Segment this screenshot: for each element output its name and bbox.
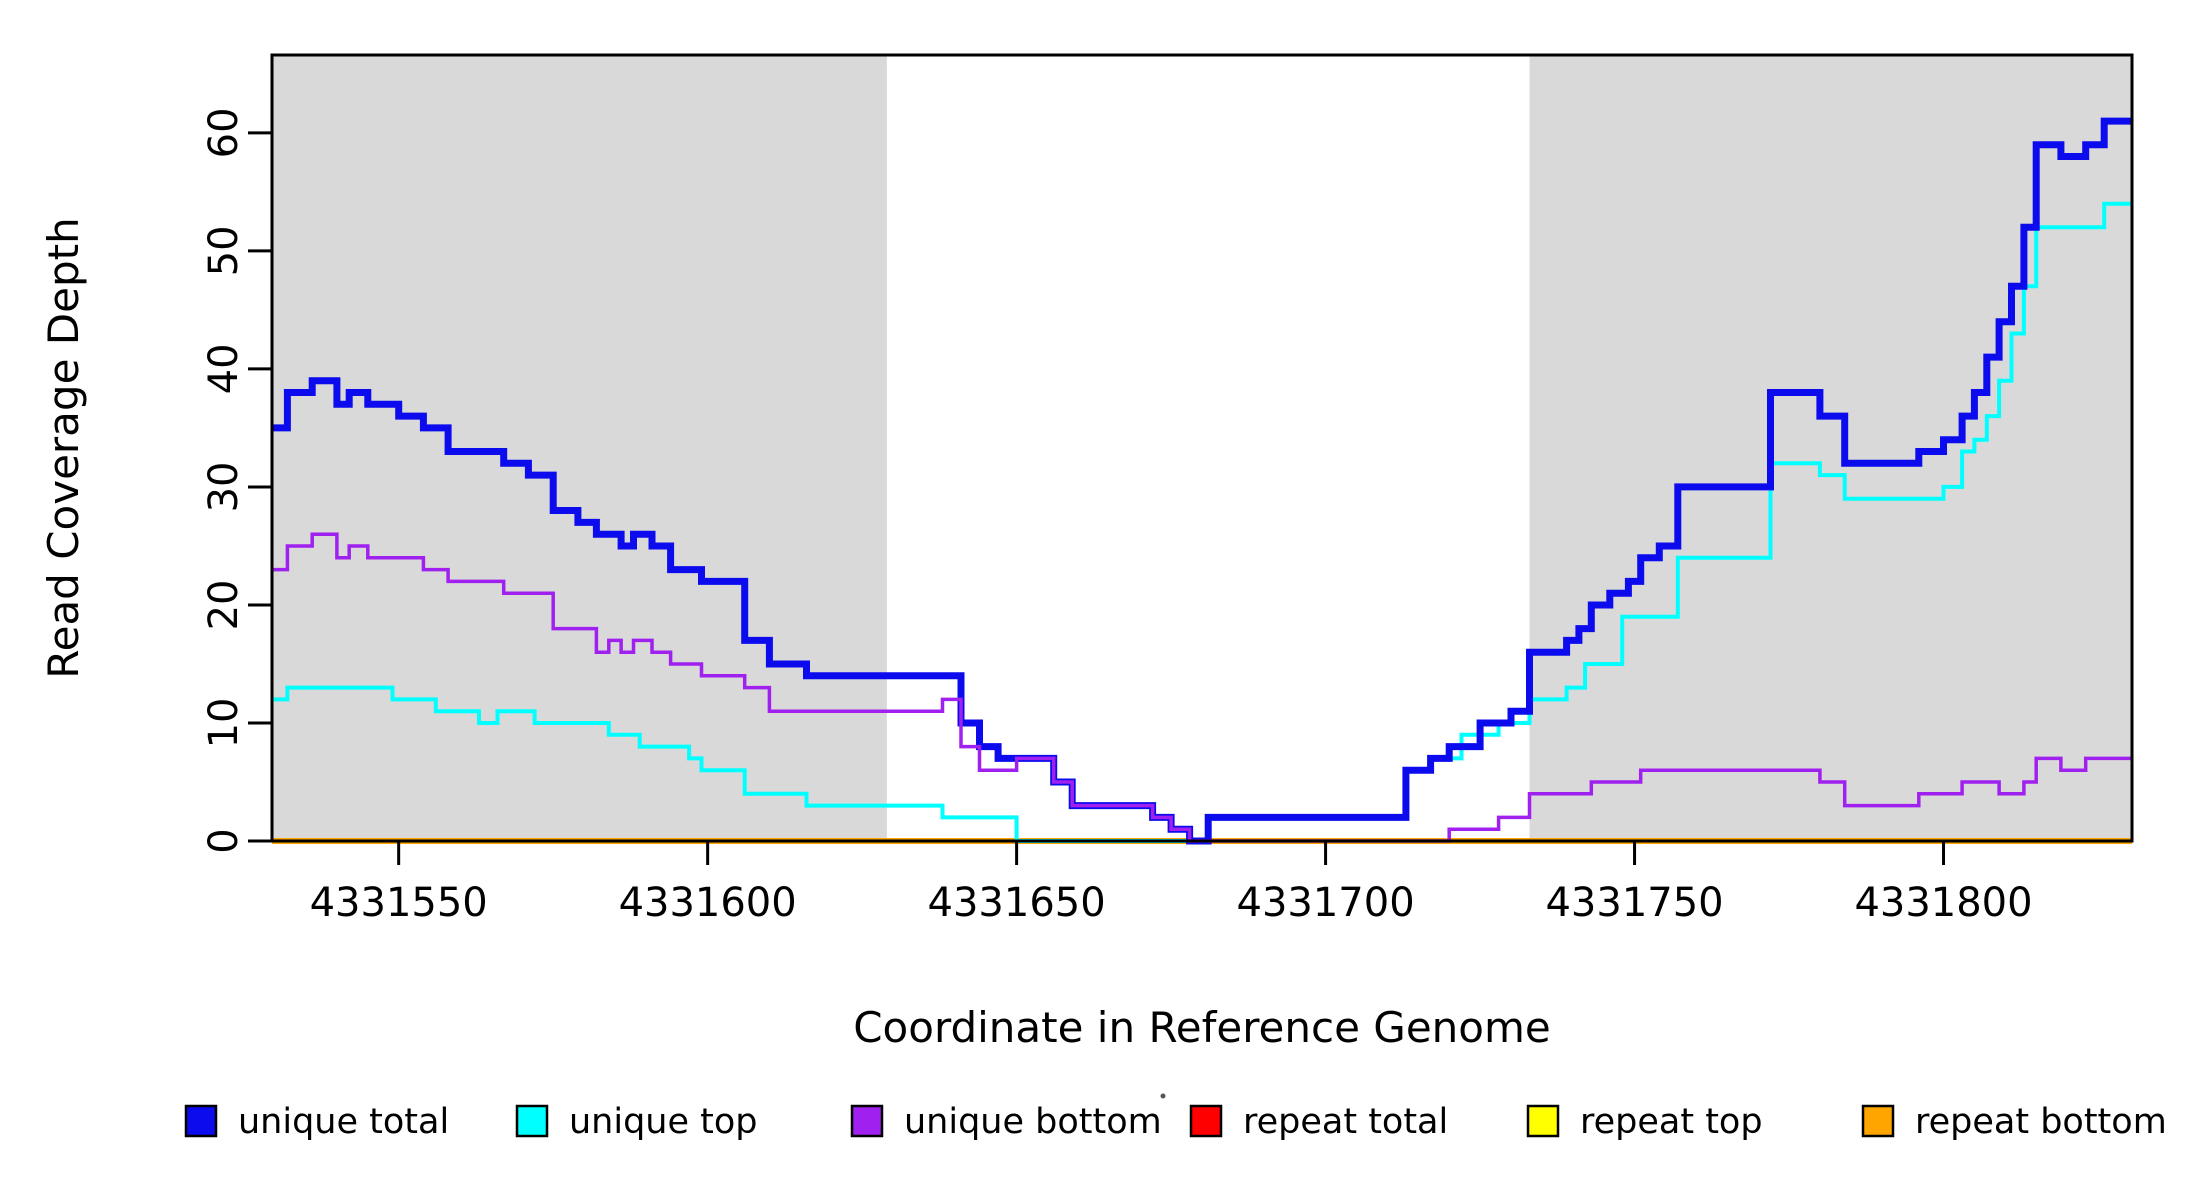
y-tick-label: 20 — [201, 580, 247, 631]
legend-label-repeat-top: repeat top — [1580, 1102, 1763, 1142]
y-tick-label: 60 — [201, 107, 247, 158]
x-tick-label: 4331650 — [928, 880, 1106, 926]
legend-label-unique-bottom: unique bottom — [904, 1102, 1162, 1142]
shaded-region — [1529, 55, 2132, 841]
y-tick-label: 40 — [201, 343, 247, 394]
legend-label-repeat-total: repeat total — [1243, 1102, 1448, 1142]
x-tick-label: 4331550 — [310, 880, 488, 926]
legend-swatch-repeat-bottom — [1861, 1104, 1895, 1138]
legend-label-unique-top: unique top — [569, 1102, 758, 1142]
shaded-regions-layer — [272, 55, 2132, 841]
legend-label-repeat-bottom: repeat bottom — [1915, 1102, 2167, 1142]
x-tick-label: 4331800 — [1854, 880, 2032, 926]
y-tick-label: 50 — [201, 225, 247, 276]
y-axis-title: Read Coverage Depth — [39, 217, 88, 678]
x-tick-label: 4331600 — [619, 880, 797, 926]
plot-box — [270, 53, 2134, 843]
x-tick-label: 4331750 — [1545, 880, 1723, 926]
legend-swatch-repeat-top — [1526, 1104, 1560, 1138]
legend-swatch-unique-total — [184, 1104, 218, 1138]
legend: unique total unique top unique bottom repea… — [184, 1093, 2167, 1142]
x-tick-label: 4331700 — [1237, 880, 1415, 926]
artifact-dot — [1160, 1093, 1166, 1099]
y-tick-label: 30 — [201, 461, 247, 512]
tick-labels-layer: 4331550 4331600 4331650 4331700 4331750 43318… — [201, 107, 2033, 926]
y-tick-label: 0 — [201, 828, 247, 853]
legend-swatch-repeat-total — [1189, 1104, 1223, 1138]
legend-swatch-unique-bottom — [850, 1104, 884, 1138]
axes-layer — [248, 53, 2134, 865]
series-unique-total — [272, 117, 2132, 845]
legend-label-unique-total: unique total — [238, 1102, 449, 1142]
legend-swatch-unique-top — [515, 1104, 549, 1138]
y-tick-label: 10 — [201, 698, 247, 749]
series-unique-bottom — [272, 532, 2132, 843]
x-axis-title: Coordinate in Reference Genome — [853, 1003, 1551, 1052]
